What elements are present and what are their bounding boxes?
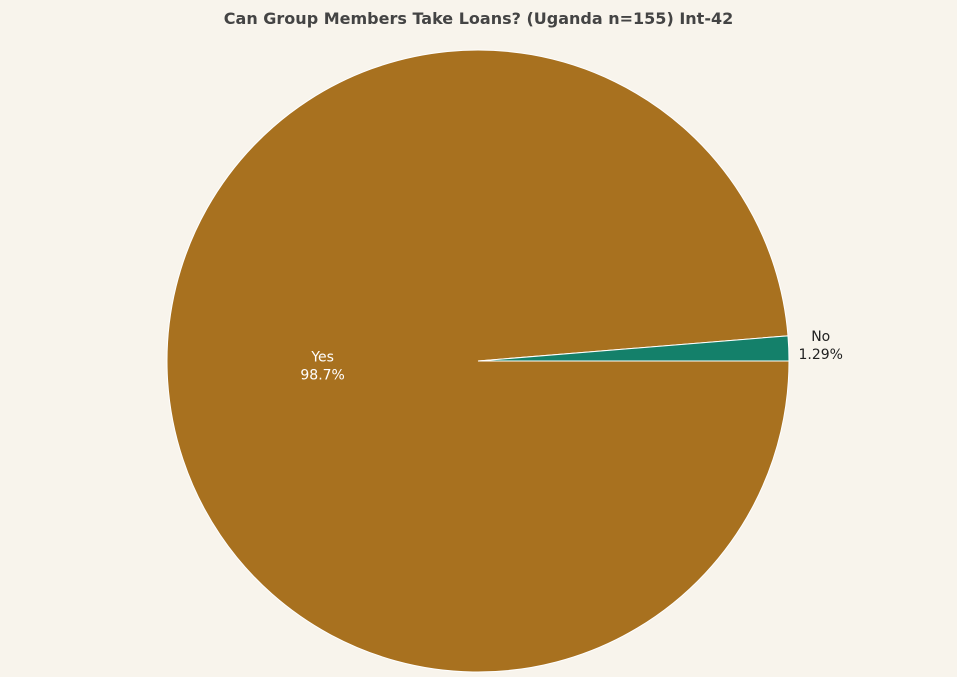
chart-title: Can Group Members Take Loans? (Uganda n=… [223,9,734,28]
slice-label-percent: 1.29% [798,347,842,363]
slice-label-percent: 98.7% [300,367,344,383]
slice-label-name: Yes [310,349,334,365]
slice-label-name: No [811,329,830,345]
slice-label-no: No 1.29% [798,329,842,363]
slice-label-yes: Yes 98.7% [300,349,344,383]
pie-slice-no [477,335,790,362]
